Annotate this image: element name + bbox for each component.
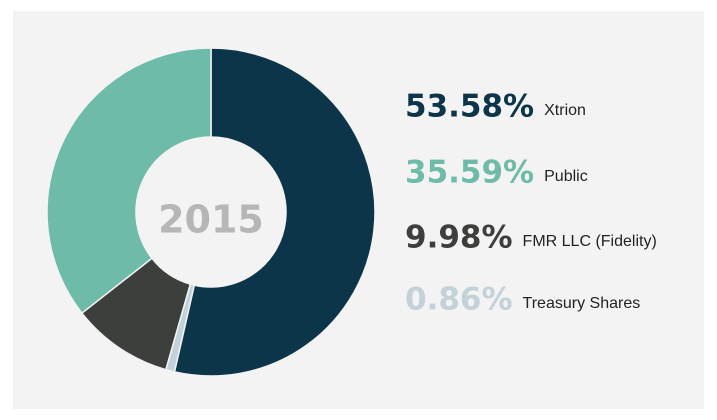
legend-label: Xtrion <box>544 102 586 119</box>
legend-label: FMR LLC (Fidelity) <box>523 233 657 250</box>
legend-label: Treasury Shares <box>523 295 641 312</box>
legend-value: 9.98% <box>405 220 513 256</box>
legend-value: 0.86% <box>405 282 513 318</box>
donut-slice <box>164 283 196 373</box>
legend-label: Public <box>544 168 588 185</box>
legend-value: 53.58% <box>405 89 534 125</box>
donut-slice <box>173 47 376 377</box>
center-label: 2015 <box>158 198 264 242</box>
donut-slice <box>46 47 212 315</box>
legend-value: 35.59% <box>405 155 534 191</box>
